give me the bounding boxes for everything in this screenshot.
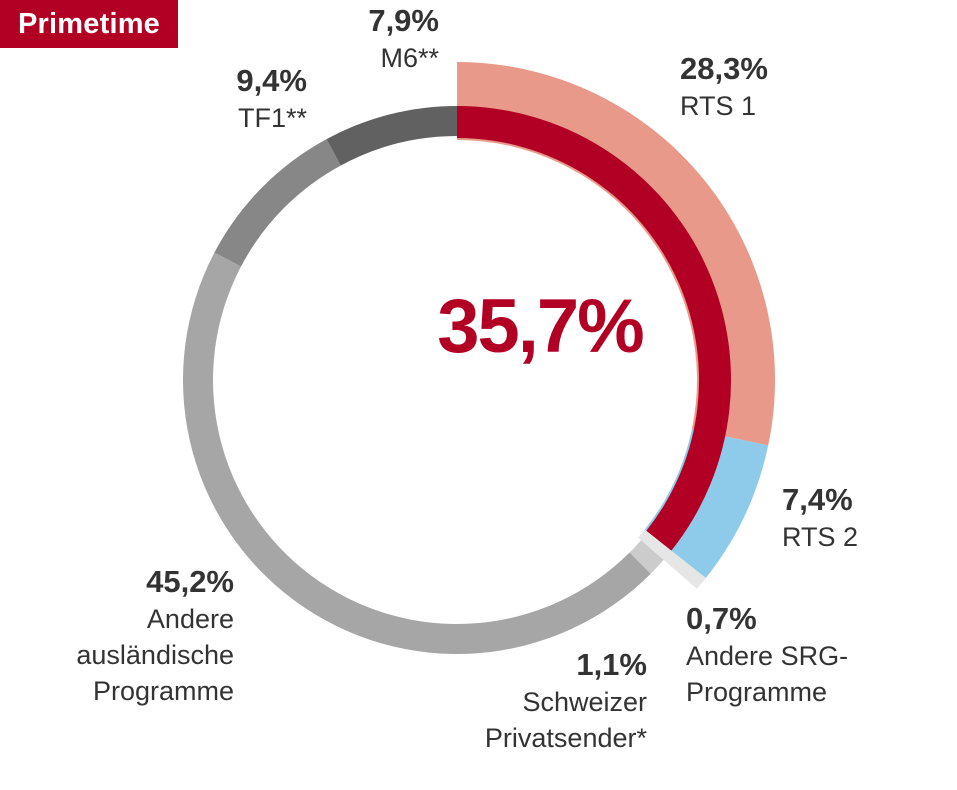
tf1-name: TF1** [237, 102, 307, 133]
label-andere-auslaendisch: 45,2% Andere ausländische Programme [76, 563, 234, 709]
andere-ausl-name-2: ausländische [76, 639, 234, 670]
inner-ring [457, 106, 731, 551]
label-rts2: 7,4% RTS 2 [782, 481, 858, 556]
rts1-value: 28,3% [680, 51, 768, 86]
segment-rts1 [457, 62, 775, 446]
m6-name: M6** [380, 42, 439, 73]
andere-srg-name-2: Programme [686, 676, 828, 707]
andere-srg-value: 0,7% [686, 601, 757, 636]
srg-total-value: 35,7% [437, 284, 645, 369]
rts2-name: RTS 2 [782, 521, 859, 552]
segment-m6 [326, 106, 457, 166]
rts2-value: 7,4% [782, 482, 853, 517]
andere-ausl-name-3: Programme [92, 675, 234, 706]
andere-srg-name-1: Andere SRG- [686, 640, 849, 671]
label-rts1: 28,3% RTS 1 [680, 50, 768, 125]
label-andere-srg: 0,7% Andere SRG- Programme [686, 600, 848, 711]
rts1-name: RTS 1 [680, 90, 757, 121]
label-tf1: 9,4% TF1** [236, 62, 307, 137]
primetime-tag: Primetime [0, 0, 178, 48]
segment-schweizer [629, 540, 664, 574]
tf1-value: 9,4% [236, 63, 307, 98]
schweizer-name-2: Privatsender* [484, 722, 647, 753]
label-m6: 7,9% M6** [368, 2, 439, 77]
segment-andere-srg [638, 529, 706, 589]
schweizer-value: 1,1% [576, 647, 647, 682]
andere-ausl-name-1: Andere [146, 603, 234, 634]
segment-tf1 [214, 139, 341, 267]
m6-value: 7,9% [368, 3, 439, 38]
andere-ausl-value: 45,2% [146, 564, 234, 599]
label-schweizer: 1,1% Schweizer Privatsender* [485, 646, 647, 757]
segment-srg-total [457, 106, 731, 551]
schweizer-name-1: Schweizer [522, 686, 647, 717]
